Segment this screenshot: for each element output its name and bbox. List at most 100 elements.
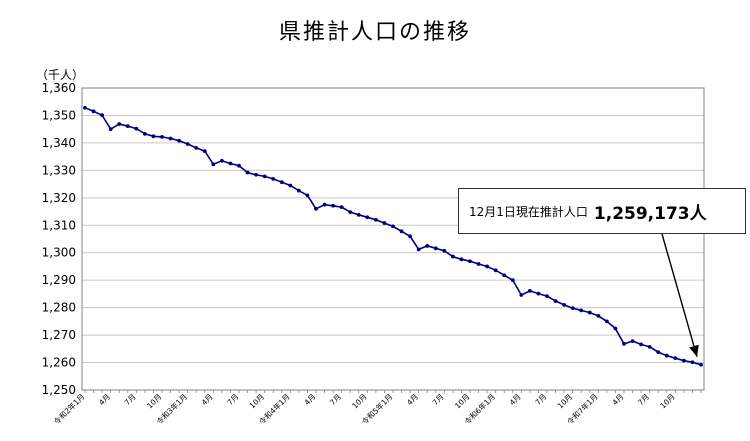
data-point [690,360,695,365]
y-tick-label: 1,340 [42,136,76,150]
data-point [476,262,481,266]
data-point [485,264,490,269]
data-point [647,344,652,349]
data-point [245,170,250,175]
data-point [314,206,318,211]
data-point [254,172,259,177]
data-point [168,136,173,141]
data-point [664,353,669,358]
data-point [613,326,618,331]
data-point [108,127,113,132]
data-point [160,134,164,139]
data-point [502,273,507,278]
data-point [433,246,438,251]
data-point [622,341,626,346]
x-tick-label: 7月 [123,392,138,407]
y-tick-labels: 1,250 1,260 1,270 1,280 1,290 1,300 1,310 1,320… [42,81,76,397]
y-tick-label: 1,260 [42,356,76,370]
data-point [296,188,301,193]
population-series [83,105,703,367]
y-tick-label: 1,360 [42,81,76,95]
x-tick-label: 7月 [225,392,240,407]
data-point [510,278,515,283]
data-point [442,248,447,253]
x-tick-label: 10月 [248,392,266,410]
data-point [527,288,532,293]
y-tick-label: 1,280 [42,301,76,315]
data-point [570,306,575,311]
data-point [596,313,601,318]
data-point [185,142,190,146]
data-point [656,350,661,355]
data-point [339,205,344,210]
data-point [331,203,336,208]
data-point [211,162,216,167]
data-point [681,358,686,363]
data-point [288,183,293,188]
data-point [604,319,609,324]
data-point [382,221,387,225]
data-point [673,356,678,361]
x-tick-label: 4月 [508,392,523,407]
data-point [425,243,430,248]
data-point [151,134,156,139]
chart-title: 県推計人口の推移 [278,20,471,45]
y-tick-label: 1,270 [42,328,76,342]
y-tick-label: 1,330 [42,163,76,177]
y-tick-label: 1,290 [42,273,76,287]
data-point [322,202,327,207]
annotation-value: 1,259,173人 [593,203,707,224]
y-axis-unit-label: （千人） [36,68,85,82]
data-point [630,339,635,344]
x-tick-label: 7月 [431,392,446,407]
arrow-head [689,344,699,357]
data-point [468,259,472,264]
y-tick-label: 1,320 [42,191,76,205]
data-point [365,215,370,220]
data-point [356,212,361,217]
data-point [493,268,498,273]
x-tick-label: 10月 [453,392,471,410]
data-point [408,234,413,239]
data-point [348,210,353,214]
data-point [587,310,592,315]
data-point [202,149,207,154]
data-point [237,163,241,168]
x-tick-label: 4月 [302,392,317,407]
x-tick-label: 10月 [658,392,676,410]
annotation-arrow [661,233,699,357]
data-point [125,124,130,129]
data-point [91,109,96,114]
data-point [373,217,378,222]
y-tick-label: 1,300 [42,246,76,260]
data-point [194,145,199,150]
data-point [117,122,122,126]
data-point [142,131,147,136]
y-tick-label: 1,350 [42,108,76,122]
x-tick-label: 7月 [636,392,651,407]
x-tick-label: 10月 [556,392,574,410]
x-tick-label: 10月 [145,392,163,410]
data-point [391,224,395,229]
data-point [459,257,464,262]
data-point [83,105,87,110]
arrow-shaft [661,233,698,357]
x-tick-label: 10月 [350,392,368,410]
data-point [279,180,284,185]
data-point [639,342,644,347]
axes [81,87,705,393]
data-point [100,113,105,118]
annotation-box: 12月1日現在推計人口 1,259,173人 [458,188,746,234]
data-point [553,299,558,303]
series-line [84,107,702,366]
data-point [228,161,233,166]
annotation-label: 12月1日現在推計人口 [469,204,588,219]
data-point [262,174,267,179]
data-point [579,308,584,313]
data-point [177,138,182,143]
data-point [271,176,276,181]
x-tick-label: 4月 [97,392,112,407]
y-tick-label: 1,310 [42,218,76,232]
data-point [219,158,224,163]
